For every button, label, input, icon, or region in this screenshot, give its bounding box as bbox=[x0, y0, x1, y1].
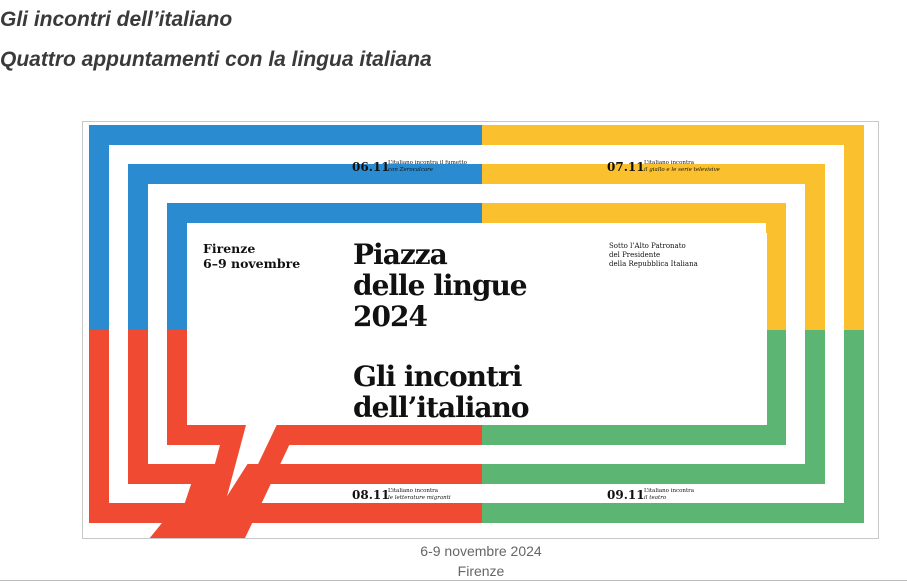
event-date: 08.11 bbox=[352, 488, 390, 502]
yellow-stripes bbox=[482, 125, 864, 330]
page-subtitle: Quattro appuntamenti con la lingua itali… bbox=[0, 48, 432, 71]
poster-city: Firenze bbox=[203, 241, 255, 256]
poster-title-line: delle lingue bbox=[353, 269, 527, 302]
caption-date: 6-9 novembre 2024 bbox=[420, 543, 542, 559]
caption-city: Firenze bbox=[457, 563, 505, 579]
blue-band-1 bbox=[89, 125, 482, 330]
poster-title-line: 2024 bbox=[353, 300, 427, 333]
blue-band-3 bbox=[167, 203, 482, 330]
event-date: 06.11 bbox=[352, 160, 390, 174]
event-poster: 06.11 L’italiano incontra il fumetto con… bbox=[82, 121, 879, 539]
poster-title-line: Piazza bbox=[353, 238, 448, 271]
event-line: L’italiano incontra bbox=[644, 488, 695, 494]
blue-stripes bbox=[89, 125, 482, 330]
yellow-band-3 bbox=[482, 203, 786, 330]
patronage-line: del Presidente bbox=[609, 251, 660, 259]
poster-artwork: 06.11 L’italiano incontra il fumetto con… bbox=[83, 122, 878, 538]
event-line: il giallo e le serie televisive bbox=[644, 167, 721, 173]
poster-subtitle-line: dell’italiano bbox=[353, 391, 529, 424]
event-label-1: 06.11 L’italiano incontra il fumetto con… bbox=[352, 160, 468, 174]
event-label-4: 09.11 L’italiano incontra il teatro bbox=[607, 488, 695, 502]
event-line: il teatro bbox=[644, 495, 667, 501]
event-line: L’italiano incontra il fumetto bbox=[388, 160, 468, 166]
patronage-line: Sotto l’Alto Patronato bbox=[609, 242, 686, 250]
red-band-2 bbox=[128, 330, 482, 538]
divider bbox=[0, 580, 907, 581]
event-line: L’italiano incontra bbox=[388, 488, 439, 494]
yellow-band-2 bbox=[482, 164, 825, 330]
event-label-3: 08.11 L’italiano incontra le letterature… bbox=[352, 488, 451, 502]
event-line: le letterature migranti bbox=[388, 495, 451, 501]
patronage-line: della Repubblica Italiana bbox=[609, 260, 698, 268]
event-date: 07.11 bbox=[607, 160, 645, 174]
green-band-3 bbox=[482, 330, 786, 445]
event-date: 09.11 bbox=[607, 488, 645, 502]
event-line: con Zerocalcare bbox=[388, 167, 434, 173]
central-panel bbox=[197, 233, 767, 425]
yellow-band-1 bbox=[482, 125, 864, 330]
red-band-3 bbox=[167, 330, 482, 538]
green-band-1 bbox=[482, 330, 864, 523]
green-band-2 bbox=[482, 330, 825, 484]
event-line: L’italiano incontra bbox=[644, 160, 695, 166]
poster-dates: 6–9 novembre bbox=[203, 256, 300, 271]
blue-band-2 bbox=[128, 164, 482, 330]
page-title: Gli incontri dell’italiano bbox=[0, 8, 233, 31]
red-stripes bbox=[89, 330, 482, 538]
event-label-2: 07.11 L’italiano incontra il giallo e le… bbox=[607, 160, 721, 174]
poster-subtitle-line: Gli incontri bbox=[353, 360, 522, 393]
green-stripes bbox=[482, 330, 864, 523]
